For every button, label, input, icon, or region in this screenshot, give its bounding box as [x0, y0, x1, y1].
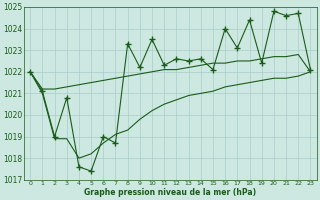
- X-axis label: Graphe pression niveau de la mer (hPa): Graphe pression niveau de la mer (hPa): [84, 188, 256, 197]
